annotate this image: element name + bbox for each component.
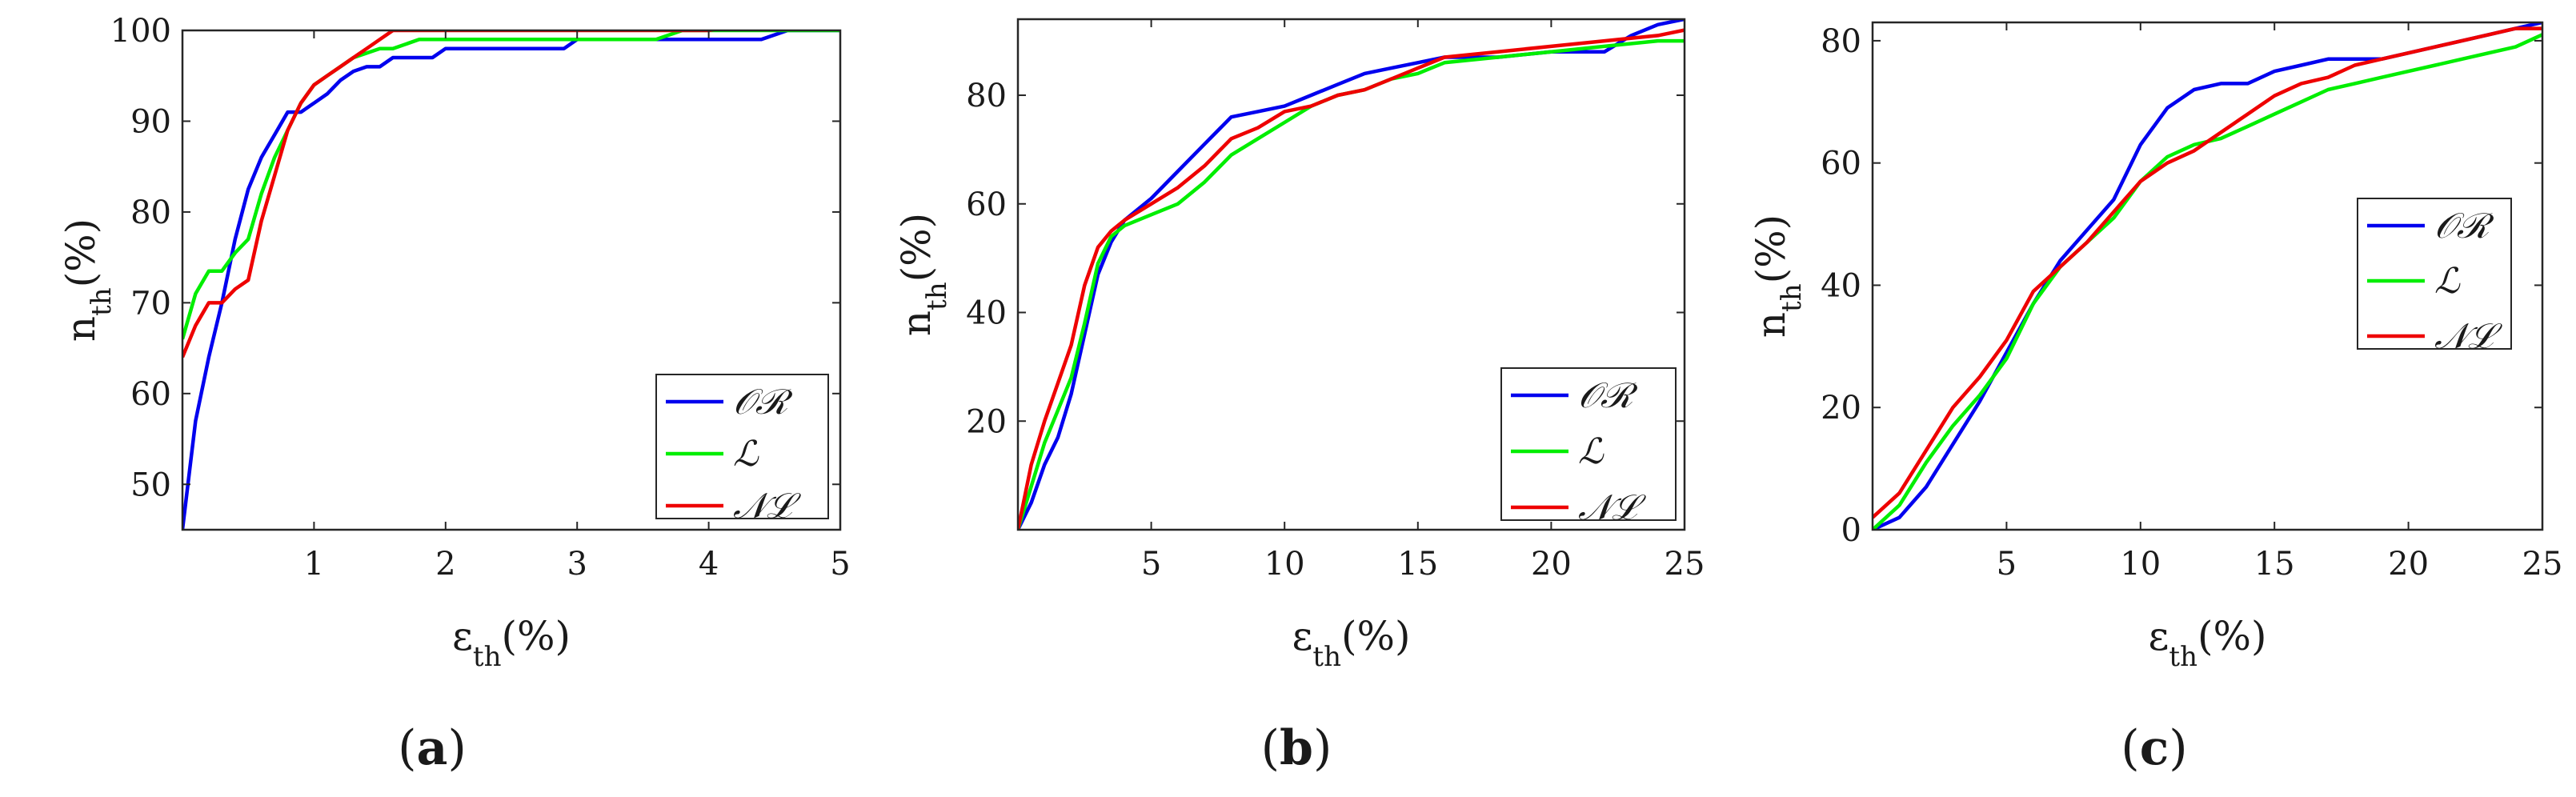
legend-label-or: 𝒪ℛ: [1578, 375, 1639, 416]
x-tick-label: 1: [304, 546, 324, 583]
x-tick-label: 4: [699, 546, 719, 583]
y-axis-label-main: n: [1748, 312, 1794, 338]
legend-label-nl: 𝒩ℒ: [2434, 316, 2502, 357]
legend: 𝒪ℛ ℒ 𝒩ℒ: [655, 374, 829, 527]
y-axis-label-sub: th: [86, 287, 118, 316]
x-tick-label: 3: [567, 546, 587, 583]
series-line-nl: [182, 30, 719, 358]
series-line-or: [182, 30, 840, 530]
legend-box: [2357, 198, 2512, 350]
y-axis-label-sub: th: [1776, 283, 1808, 312]
x-axis-label: εth(%): [452, 613, 571, 673]
series-line-nl: [1018, 28, 1685, 530]
legend-label-or: 𝒪ℛ: [733, 382, 794, 423]
x-tick-label: 10: [1264, 546, 1305, 583]
y-tick-label: 90: [130, 103, 171, 140]
x-tick-label: 25: [1665, 546, 1705, 583]
panel-label-letter: c: [2140, 720, 2169, 776]
y-tick-label: 0: [1841, 512, 1861, 549]
x-axis-label: εth(%): [2149, 613, 2267, 673]
x-axis-label-main: ε: [452, 613, 473, 659]
legend-box: [1500, 367, 1677, 521]
series-line-l: [182, 30, 840, 340]
x-tick-label: 5: [830, 546, 850, 583]
y-axis-label-unit: (%): [1748, 214, 1794, 284]
x-tick-label: 10: [2120, 546, 2161, 583]
legend-label-nl: 𝒩ℒ: [733, 486, 801, 527]
x-axis-label-sub: th: [1312, 641, 1341, 673]
y-axis-label-main: n: [58, 316, 104, 342]
x-tick-label: 20: [2388, 546, 2429, 583]
series-line-l: [1018, 38, 1685, 530]
y-axis-label-sub: th: [921, 282, 953, 310]
x-tick-label: 25: [2522, 546, 2563, 583]
y-axis-label-unit: (%): [893, 213, 939, 282]
y-axis-label-unit: (%): [58, 218, 104, 288]
legend-label-l: ℒ: [733, 434, 759, 475]
panel-label-open: (: [1261, 720, 1280, 776]
legend-label-l: ℒ: [2434, 261, 2461, 302]
y-tick-label: 60: [966, 186, 1007, 223]
y-tick-label: 60: [1821, 146, 1861, 182]
y-tick-label: 70: [130, 285, 171, 322]
y-axis-label: nth(%): [893, 213, 953, 336]
y-axis-label: nth(%): [1748, 214, 1808, 338]
panel-label-open: (: [2121, 720, 2139, 776]
legend-box: [655, 374, 829, 519]
x-tick-label: 15: [1397, 546, 1438, 583]
x-tick-label: 5: [1997, 546, 2017, 583]
panel-label-letter: b: [1280, 720, 1313, 776]
x-axis-label-sub: th: [473, 641, 502, 673]
legend-label-or: 𝒪ℛ: [2434, 206, 2495, 246]
y-tick-label: 80: [1821, 23, 1861, 60]
panel-label-open: (: [398, 720, 416, 776]
y-tick-label: 100: [110, 13, 171, 50]
x-tick-label: 2: [435, 546, 455, 583]
y-axis-label-main: n: [893, 310, 939, 336]
x-axis-label: εth(%): [1292, 613, 1411, 673]
y-tick-label: 40: [1821, 267, 1861, 304]
x-axis-label-unit: (%): [2197, 613, 2267, 659]
x-tick-label: 15: [2254, 546, 2295, 583]
legend-label-nl: 𝒩ℒ: [1578, 487, 1646, 528]
panel-label: (a): [398, 720, 467, 776]
panel-label: (b): [1261, 720, 1332, 776]
x-axis-label-unit: (%): [501, 613, 571, 659]
y-tick-label: 80: [130, 194, 171, 231]
x-axis-label-main: ε: [2149, 613, 2169, 659]
y-tick-label: 40: [966, 295, 1007, 332]
plot-frame: [181, 29, 842, 531]
x-axis-label-sub: th: [2169, 641, 2197, 673]
y-tick-label: 50: [130, 467, 171, 503]
y-tick-label: 80: [966, 78, 1007, 114]
panel-label: (c): [2121, 720, 2187, 776]
panel-label-close: ): [447, 720, 466, 776]
legend: 𝒪ℛ ℒ 𝒩ℒ: [2357, 198, 2512, 357]
x-tick-label: 20: [1531, 546, 1572, 583]
series-line-nl: [1873, 26, 2542, 519]
panel-label-close: ): [1313, 720, 1332, 776]
y-tick-label: 20: [966, 403, 1007, 440]
y-axis-label: nth(%): [58, 218, 118, 342]
plot-frame: [1871, 21, 2544, 531]
panel-label-close: ): [2169, 720, 2187, 776]
x-axis-label-main: ε: [1292, 613, 1313, 659]
x-tick-label: 5: [1141, 546, 1161, 583]
x-axis-label-unit: (%): [1341, 613, 1411, 659]
panel-label-letter: a: [417, 720, 448, 776]
legend-label-l: ℒ: [1578, 431, 1604, 472]
y-tick-label: 20: [1821, 390, 1861, 427]
legend: 𝒪ℛ ℒ 𝒩ℒ: [1500, 367, 1677, 528]
plot-frame: [1016, 18, 1686, 531]
y-tick-label: 60: [130, 376, 171, 413]
